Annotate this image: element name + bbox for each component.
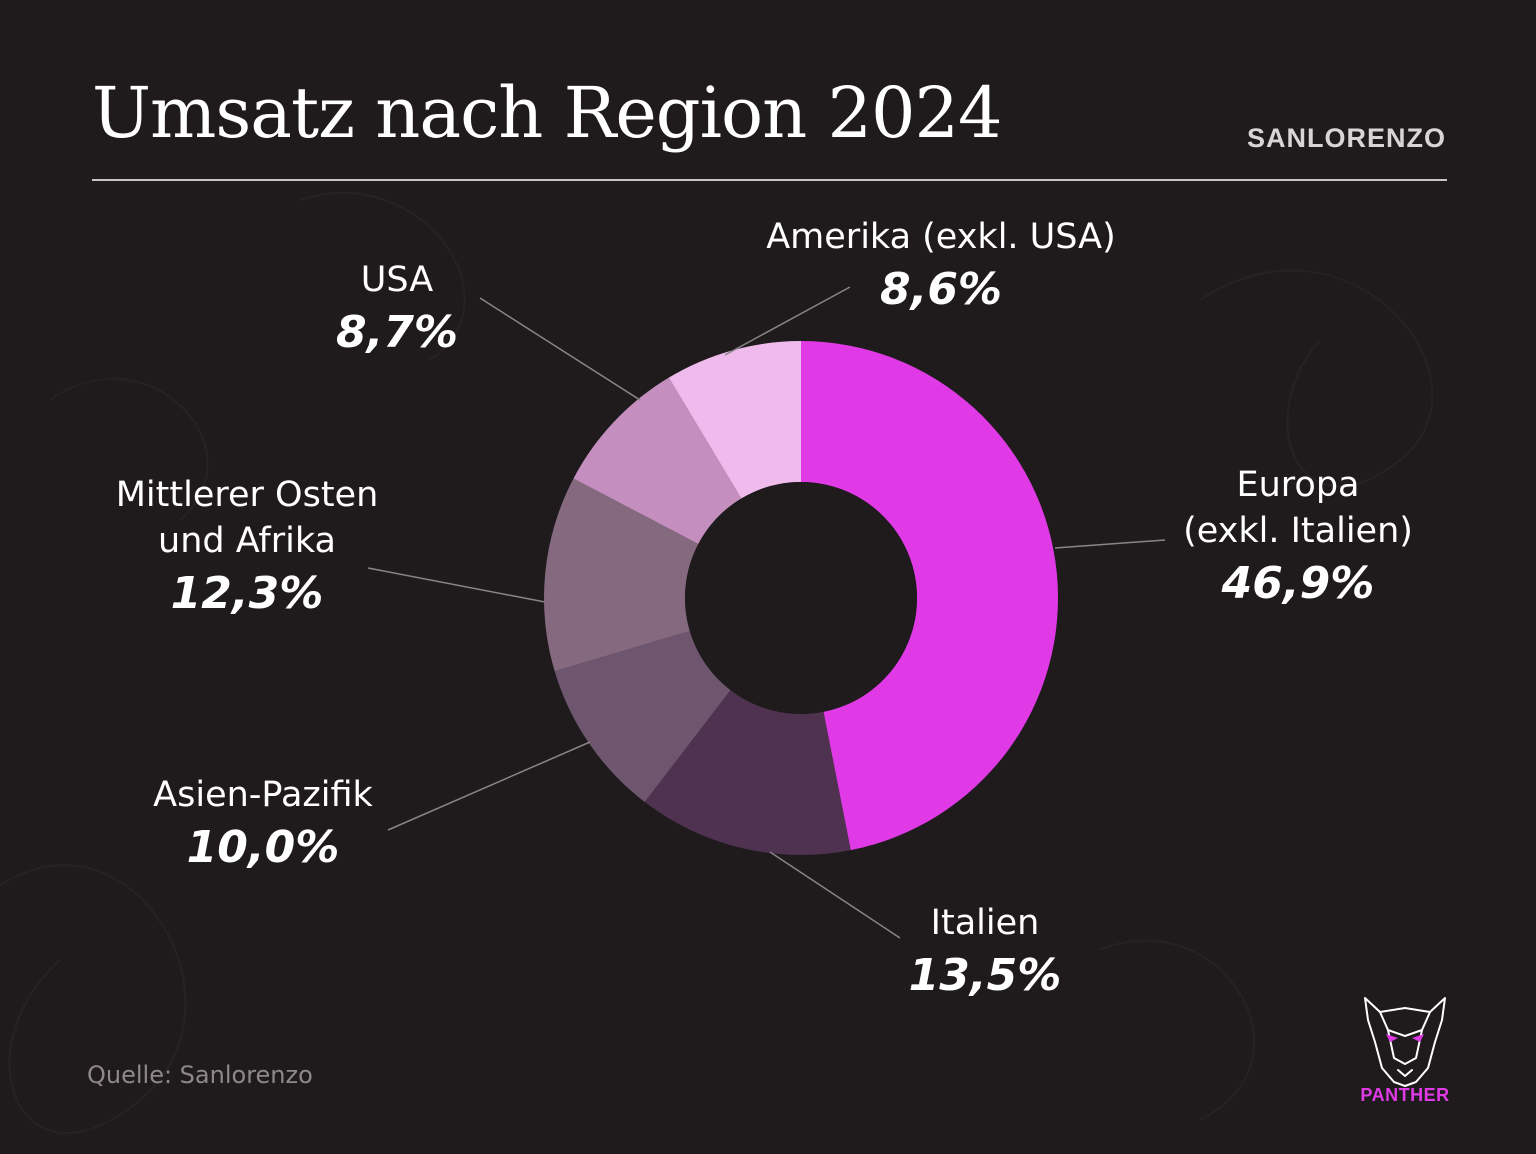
donut-hole [685, 482, 917, 714]
panther-wordmark: PANTHER [1360, 1085, 1450, 1105]
slice-value: 8,6% [879, 264, 1003, 315]
slice-label: USA 8,7% [336, 257, 458, 363]
leader-line [769, 851, 901, 939]
brand-logo: SANLORENZO [1247, 123, 1446, 153]
slice-value: 8,7% [335, 307, 459, 358]
slice-value: 13,5% [908, 950, 1062, 1001]
slice-label: Europa (exkl. Italien) 46,9% [1183, 462, 1413, 614]
leader-line [387, 741, 591, 831]
page-title: Umsatz nach Region 2024 [92, 72, 1003, 154]
source-note: Quelle: Sanlorenzo [87, 1061, 313, 1089]
slice-label: Asien-Pazifik 10,0% [153, 772, 373, 878]
leader-line [479, 297, 641, 401]
slice-label-name: Asien-Pazifik [153, 775, 373, 815]
slice-value: 10,0% [186, 822, 340, 873]
slice-label: Amerika (exkl. USA) 8,6% [766, 214, 1116, 320]
leader-line [367, 567, 546, 603]
donut-slice [668, 341, 801, 499]
donut-slice [801, 341, 1058, 851]
donut-slice [554, 631, 731, 803]
slice-label-name: (exkl. Italien) [1183, 511, 1413, 551]
slice-label-name: USA [360, 260, 434, 300]
slice-value: 46,9% [1221, 558, 1375, 609]
slice-label: Mittlerer Osten und Afrika 12,3% [116, 472, 379, 624]
leader-line [724, 286, 851, 356]
panther-logo-icon [1364, 997, 1446, 1087]
slice-label-name: Amerika (exkl. USA) [766, 217, 1116, 257]
leader-line [1054, 539, 1166, 549]
slice-label-name: und Afrika [158, 521, 336, 561]
donut-slice [644, 690, 851, 855]
slice-label: Italien 13,5% [909, 900, 1062, 1006]
slice-label-name: Europa [1236, 465, 1360, 505]
slice-value: 12,3% [170, 568, 324, 619]
donut-slice [573, 377, 742, 545]
slice-label-name: Italien [930, 903, 1040, 943]
donut-slice [544, 478, 699, 672]
slice-label-name: Mittlerer Osten [115, 475, 379, 515]
title-divider [92, 179, 1447, 181]
